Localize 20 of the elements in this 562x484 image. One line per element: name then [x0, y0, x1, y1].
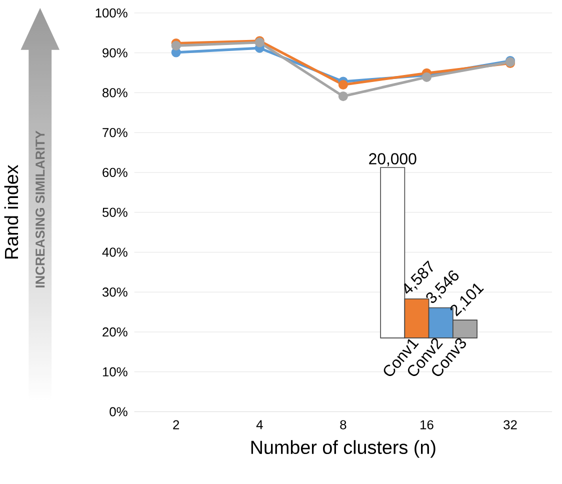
x-axis-title: Number of clusters (n) [251, 440, 436, 458]
y-tick-label: 50% [102, 208, 128, 218]
y-axis-title: Rand index [4, 165, 18, 259]
text: INCREASING SIMILARITY [36, 130, 45, 288]
y-tick-label: 20% [102, 328, 128, 337]
x-tick-label: 32 [504, 420, 517, 430]
x-tick-label: 8 [340, 420, 346, 430]
y-tick-label: 10% [102, 368, 128, 377]
x-tick-label: 16 [420, 420, 434, 430]
data-label: 20,000 [369, 153, 416, 167]
y-tick-label: 0% [110, 407, 128, 417]
y-tick-label: 90% [102, 48, 128, 58]
y-tick-label: 80% [102, 88, 128, 98]
x-tick-label: 2 [173, 420, 180, 430]
y-tick-label: 30% [102, 288, 128, 297]
y-tick-label: 60% [102, 168, 128, 178]
y-tick-label: 70% [102, 128, 128, 138]
x-tick-label: 4 [256, 420, 263, 430]
y-tick-label: 40% [102, 248, 128, 258]
y-tick-label: 100% [96, 8, 128, 18]
